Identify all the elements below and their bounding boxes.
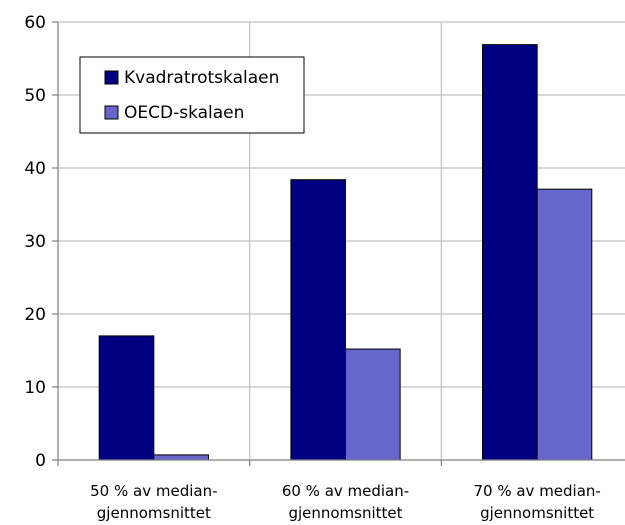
x-category-labels: 50 % av median-gjennomsnittet 60 % av med… — [90, 482, 601, 522]
legend-swatch-oecd — [104, 105, 119, 120]
legend-label-oecd: OECD-skalaen — [124, 103, 244, 123]
y-tick-label-50: 50 — [24, 86, 46, 106]
legend-label-kvadratrot: Kvadratrotskalaen — [124, 68, 279, 88]
x-category-label-1-line1: gjennomsnittet — [288, 504, 402, 522]
bar-series1-cat2 — [536, 188, 593, 461]
legend: Kvadratrotskalaen OECD-skalaen — [79, 56, 305, 134]
bar-series1-cat0 — [153, 454, 209, 461]
x-category-label-0-line0: 50 % av median- — [90, 482, 217, 500]
x-category-label-1-line0: 60 % av median- — [282, 482, 409, 500]
y-tick-label-60: 60 — [24, 13, 46, 33]
bar-series1-cat1 — [345, 348, 401, 461]
bar-series0-cat2 — [482, 44, 538, 461]
x-category-label-2-line0: 70 % av median- — [473, 482, 600, 500]
y-tick-label-20: 20 — [24, 305, 46, 325]
legend-box — [79, 56, 305, 134]
bars — [98, 44, 593, 461]
y-tick-label-10: 10 — [24, 378, 46, 398]
y-tick-label-0: 0 — [35, 451, 46, 471]
x-category-label-2-line1: gjennomsnittet — [480, 504, 594, 522]
y-tick-label-40: 40 — [24, 159, 46, 179]
y-tick-label-30: 30 — [24, 232, 46, 252]
bar-series0-cat1 — [290, 179, 346, 461]
axes — [52, 21, 625, 466]
bar-series0-cat0 — [98, 335, 155, 461]
legend-swatch-kvadratrot — [104, 70, 119, 85]
x-category-label-0-line1: gjennomsnittet — [97, 504, 211, 522]
y-tick-labels: 0 10 20 30 40 50 60 — [24, 13, 46, 471]
